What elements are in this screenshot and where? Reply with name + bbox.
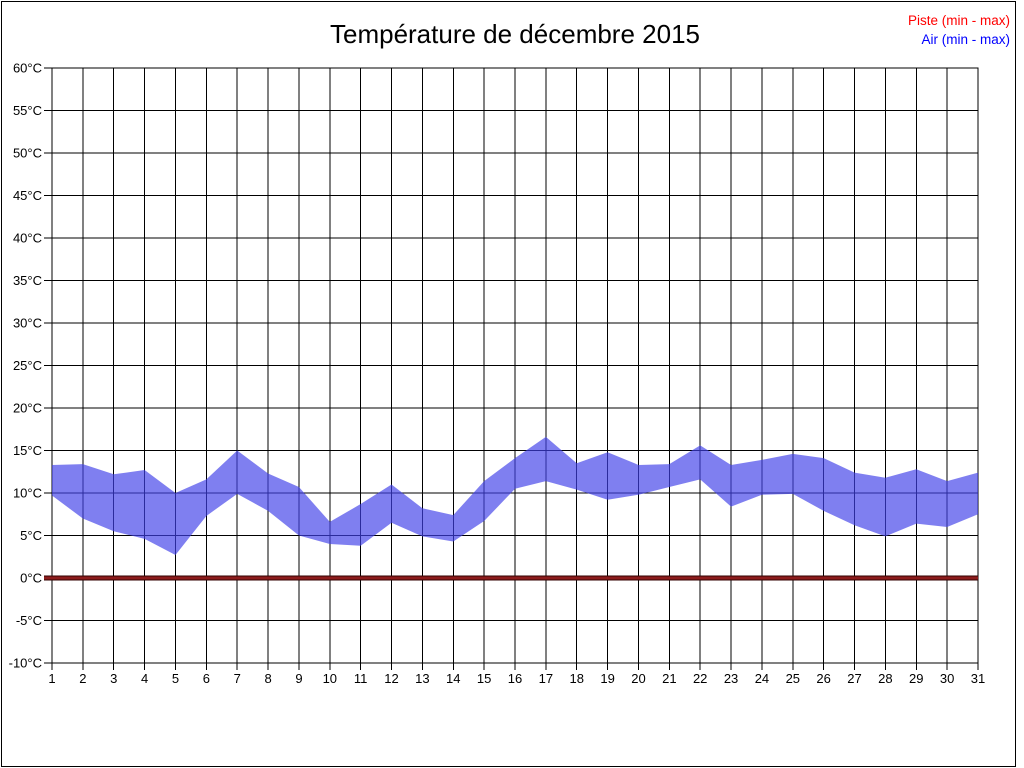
x-tick-label: 13 <box>415 671 429 686</box>
x-tick-label: 11 <box>354 671 368 686</box>
x-tick-label: 28 <box>878 671 892 686</box>
y-tick-label: 40°C <box>13 231 42 246</box>
legend-item-piste: Piste (min - max) <box>908 11 1010 30</box>
y-tick-label: 20°C <box>13 401 42 416</box>
x-tick-label: 12 <box>384 671 398 686</box>
y-tick-label: 15°C <box>13 443 42 458</box>
x-tick-label: 29 <box>909 671 923 686</box>
x-tick-label: 8 <box>264 671 271 686</box>
legend-item-air: Air (min - max) <box>908 30 1011 49</box>
x-tick-label: 25 <box>786 671 800 686</box>
x-tick-label: 23 <box>724 671 738 686</box>
x-tick-label: 15 <box>477 671 491 686</box>
x-tick-label: 2 <box>79 671 86 686</box>
x-tick-label: 26 <box>816 671 830 686</box>
x-tick-label: 1 <box>48 671 55 686</box>
chart-legend: Piste (min - max) Air (min - max) <box>908 11 1010 49</box>
x-tick-label: 9 <box>295 671 302 686</box>
x-tick-label: 19 <box>600 671 614 686</box>
x-tick-label: 5 <box>172 671 179 686</box>
y-tick-label: 50°C <box>13 146 42 161</box>
y-tick-label: 45°C <box>13 188 42 203</box>
y-tick-label: 30°C <box>13 316 42 331</box>
air-minmax-band <box>52 436 978 556</box>
y-tick-label: 10°C <box>13 486 42 501</box>
y-tick-label: 0°C <box>20 571 42 586</box>
y-tick-label: 5°C <box>20 528 42 543</box>
x-tick-label: 6 <box>203 671 210 686</box>
legend-label-air: Air (min - max) <box>921 32 1011 47</box>
x-tick-label: 3 <box>110 671 117 686</box>
x-tick-label: 17 <box>539 671 553 686</box>
y-tick-label: 25°C <box>13 358 42 373</box>
y-tick-label: 35°C <box>13 273 42 288</box>
y-tick-label: 55°C <box>13 103 42 118</box>
y-tick-label: 60°C <box>13 61 42 76</box>
chart-title: Température de décembre 2015 <box>329 19 700 49</box>
y-tick-label: -10°C <box>9 656 42 671</box>
legend-label-piste: Piste (min - max) <box>907 13 1010 28</box>
x-tick-label: 22 <box>693 671 707 686</box>
x-tick-label: 16 <box>508 671 522 686</box>
x-tick-label: 24 <box>755 671 769 686</box>
x-tick-label: 27 <box>847 671 861 686</box>
x-tick-label: 31 <box>971 671 985 686</box>
x-tick-label: 20 <box>631 671 645 686</box>
x-tick-label: 14 <box>446 671 460 686</box>
x-tick-label: 4 <box>141 671 148 686</box>
plot-frame <box>51 67 979 664</box>
x-tick-label: 10 <box>323 671 337 686</box>
x-tick-label: 21 <box>662 671 676 686</box>
x-tick-label: 30 <box>940 671 954 686</box>
x-tick-label: 18 <box>569 671 583 686</box>
y-tick-label: -5°C <box>16 613 42 628</box>
x-tick-label: 7 <box>234 671 241 686</box>
